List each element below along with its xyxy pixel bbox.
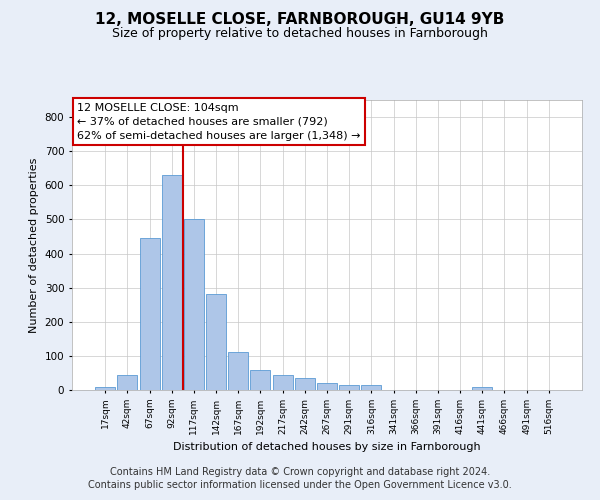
Text: Contains HM Land Registry data © Crown copyright and database right 2024.
Contai: Contains HM Land Registry data © Crown c…	[88, 467, 512, 490]
Bar	[339, 385, 359, 390]
Bar	[162, 175, 182, 390]
Y-axis label: Number of detached properties: Number of detached properties	[29, 158, 39, 332]
Bar	[250, 370, 271, 390]
Text: Size of property relative to detached houses in Farnborough: Size of property relative to detached ho…	[112, 28, 488, 40]
Bar	[95, 386, 115, 390]
Bar	[272, 374, 293, 390]
Bar	[361, 385, 382, 390]
Bar	[295, 378, 315, 390]
Text: 12, MOSELLE CLOSE, FARNBOROUGH, GU14 9YB: 12, MOSELLE CLOSE, FARNBOROUGH, GU14 9YB	[95, 12, 505, 28]
Bar	[140, 238, 160, 390]
Bar	[472, 386, 492, 390]
Bar	[206, 294, 226, 390]
X-axis label: Distribution of detached houses by size in Farnborough: Distribution of detached houses by size …	[173, 442, 481, 452]
Bar	[184, 220, 204, 390]
Bar	[118, 374, 137, 390]
Bar	[317, 383, 337, 390]
Bar	[228, 352, 248, 390]
Text: 12 MOSELLE CLOSE: 104sqm
← 37% of detached houses are smaller (792)
62% of semi-: 12 MOSELLE CLOSE: 104sqm ← 37% of detach…	[77, 103, 361, 141]
